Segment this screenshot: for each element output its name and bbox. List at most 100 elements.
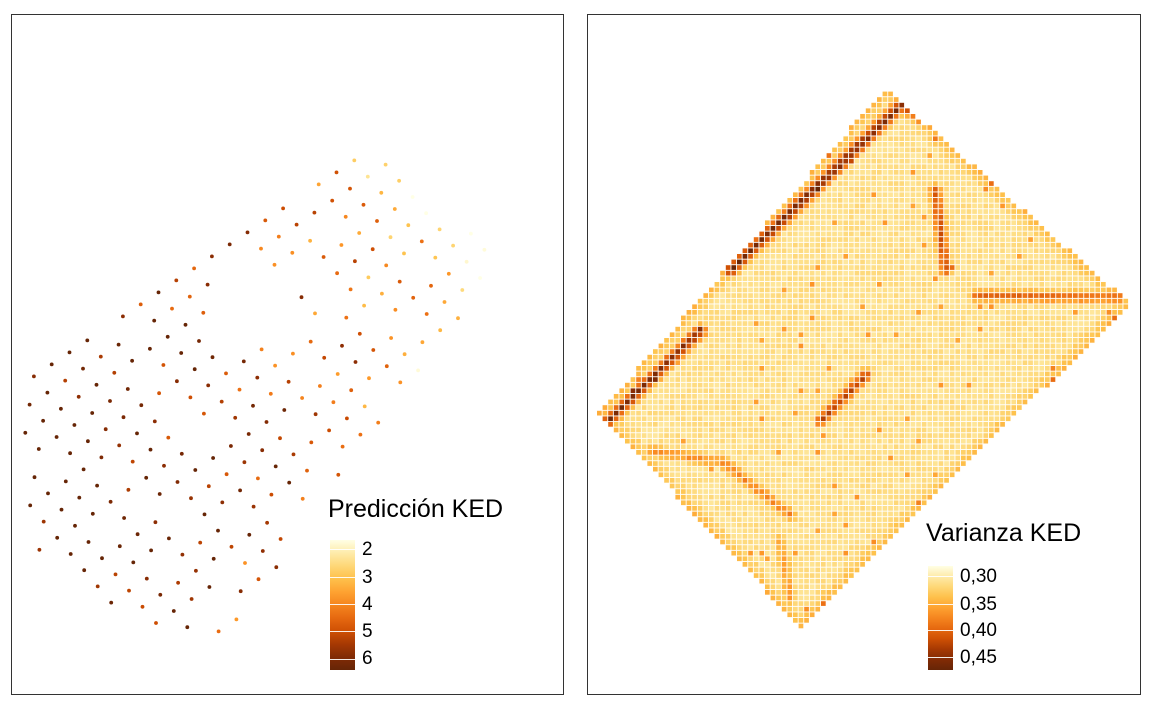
- variance-raster-cell: [1000, 231, 1005, 237]
- prediction-sample-point: [424, 211, 428, 216]
- variance-raster-cell: [966, 405, 972, 410]
- prediction-sample-point: [202, 512, 207, 517]
- variance-raster-cell: [793, 601, 798, 606]
- variance-raster-cell: [882, 321, 888, 326]
- variance-raster-cell: [977, 422, 983, 427]
- variance-raster-cell: [692, 343, 697, 349]
- variance-raster-cell: [748, 506, 753, 511]
- variance-raster-cell: [893, 422, 899, 427]
- variance-raster-cell: [748, 545, 753, 550]
- variance-raster-cell: [714, 304, 720, 310]
- variance-raster-cell: [921, 472, 927, 478]
- variance-raster-cell: [720, 371, 725, 377]
- variance-raster-cell: [837, 175, 843, 181]
- variance-raster-cell: [709, 405, 714, 410]
- variance-raster-cell: [826, 489, 832, 494]
- variance-raster-cell: [1078, 282, 1084, 287]
- variance-raster-cell: [843, 242, 849, 248]
- variance-raster-cell: [731, 438, 737, 444]
- variance-raster-cell: [703, 506, 709, 511]
- prediction-sample-point: [95, 584, 100, 589]
- variance-raster-cell: [882, 360, 888, 366]
- variance-raster-cell: [798, 332, 804, 338]
- variance-raster-cell: [821, 562, 826, 567]
- variance-raster-cell: [921, 461, 927, 466]
- prediction-sample-point: [335, 271, 339, 276]
- variance-raster-cell: [725, 377, 731, 382]
- variance-raster-cell: [983, 321, 989, 326]
- variance-raster-cell: [832, 276, 837, 282]
- variance-raster-cell: [765, 562, 770, 567]
- variance-raster-cell: [933, 259, 938, 265]
- variance-raster-cell: [1022, 209, 1028, 214]
- variance-raster-cell: [742, 539, 748, 545]
- variance-raster-cell: [697, 399, 703, 405]
- variance-raster-cell: [731, 354, 737, 360]
- variance-raster-cell: [636, 394, 641, 399]
- variance-raster-cell: [647, 455, 653, 461]
- variance-raster-cell: [1073, 276, 1078, 282]
- variance-raster-cell: [860, 114, 865, 119]
- variance-raster-cell: [664, 366, 669, 371]
- variance-raster-cell: [1039, 231, 1045, 237]
- variance-raster-cell: [731, 321, 737, 326]
- variance-raster-cell: [731, 304, 737, 310]
- variance-raster-cell: [933, 461, 938, 466]
- variance-raster-cell: [843, 153, 849, 158]
- variance-raster-cell: [871, 276, 877, 282]
- variance-raster-cell: [966, 450, 972, 455]
- variance-raster-cell: [1084, 332, 1089, 338]
- variance-raster-cell: [686, 394, 692, 399]
- variance-raster-cell: [737, 332, 742, 338]
- variance-raster-cell: [854, 489, 860, 494]
- variance-raster-cell: [966, 338, 972, 343]
- variance-raster-cell: [871, 343, 877, 349]
- variance-raster-cell: [989, 410, 994, 416]
- variance-raster-cell: [860, 422, 865, 427]
- variance-raster-cell: [832, 248, 837, 254]
- variance-raster-cell: [1028, 254, 1033, 259]
- variance-raster-cell: [882, 338, 888, 343]
- variance-raster-cell: [770, 483, 776, 489]
- variance-raster-cell: [630, 422, 636, 427]
- variance-raster-cell: [793, 276, 798, 282]
- prediction-sample-point: [121, 314, 125, 319]
- variance-raster-cell: [944, 466, 949, 472]
- variance-raster-cell: [849, 192, 854, 198]
- variance-raster-cell: [955, 466, 961, 472]
- variance-raster-cell: [972, 450, 977, 455]
- variance-raster-cell: [653, 416, 658, 422]
- variance-raster-cell: [781, 511, 787, 517]
- prediction-sample-point: [153, 520, 158, 525]
- variance-raster-cell: [921, 360, 927, 366]
- variance-raster-cell: [865, 382, 871, 388]
- variance-raster-cell: [877, 539, 882, 545]
- variance-raster-cell: [854, 427, 860, 433]
- variance-raster-cell: [686, 321, 692, 326]
- variance-raster-cell: [927, 438, 933, 444]
- variance-raster-cell: [1033, 304, 1039, 310]
- variance-raster-cell: [821, 578, 826, 584]
- variance-raster-cell: [804, 276, 809, 282]
- variance-raster-cell: [821, 315, 826, 321]
- variance-raster-cell: [815, 455, 821, 461]
- variance-raster-cell: [697, 382, 703, 388]
- variance-raster-cell: [753, 528, 759, 534]
- variance-raster-cell: [854, 506, 860, 511]
- variance-raster-cell: [1028, 315, 1033, 321]
- variance-raster-cell: [714, 388, 720, 394]
- variance-raster-cell: [944, 237, 949, 242]
- variance-raster-cell: [1073, 343, 1078, 349]
- variance-raster-cell: [860, 142, 865, 147]
- variance-raster-cell: [821, 321, 826, 326]
- variance-raster-cell: [753, 382, 759, 388]
- variance-raster-cell: [933, 450, 938, 455]
- variance-raster-cell: [966, 242, 972, 248]
- variance-raster-cell: [910, 315, 916, 321]
- variance-raster-cell: [647, 354, 653, 360]
- prediction-sample-point: [206, 383, 211, 388]
- variance-raster-cell: [765, 455, 770, 461]
- variance-raster-cell: [809, 438, 815, 444]
- variance-raster-cell: [994, 377, 1000, 382]
- variance-raster-cell: [933, 214, 938, 220]
